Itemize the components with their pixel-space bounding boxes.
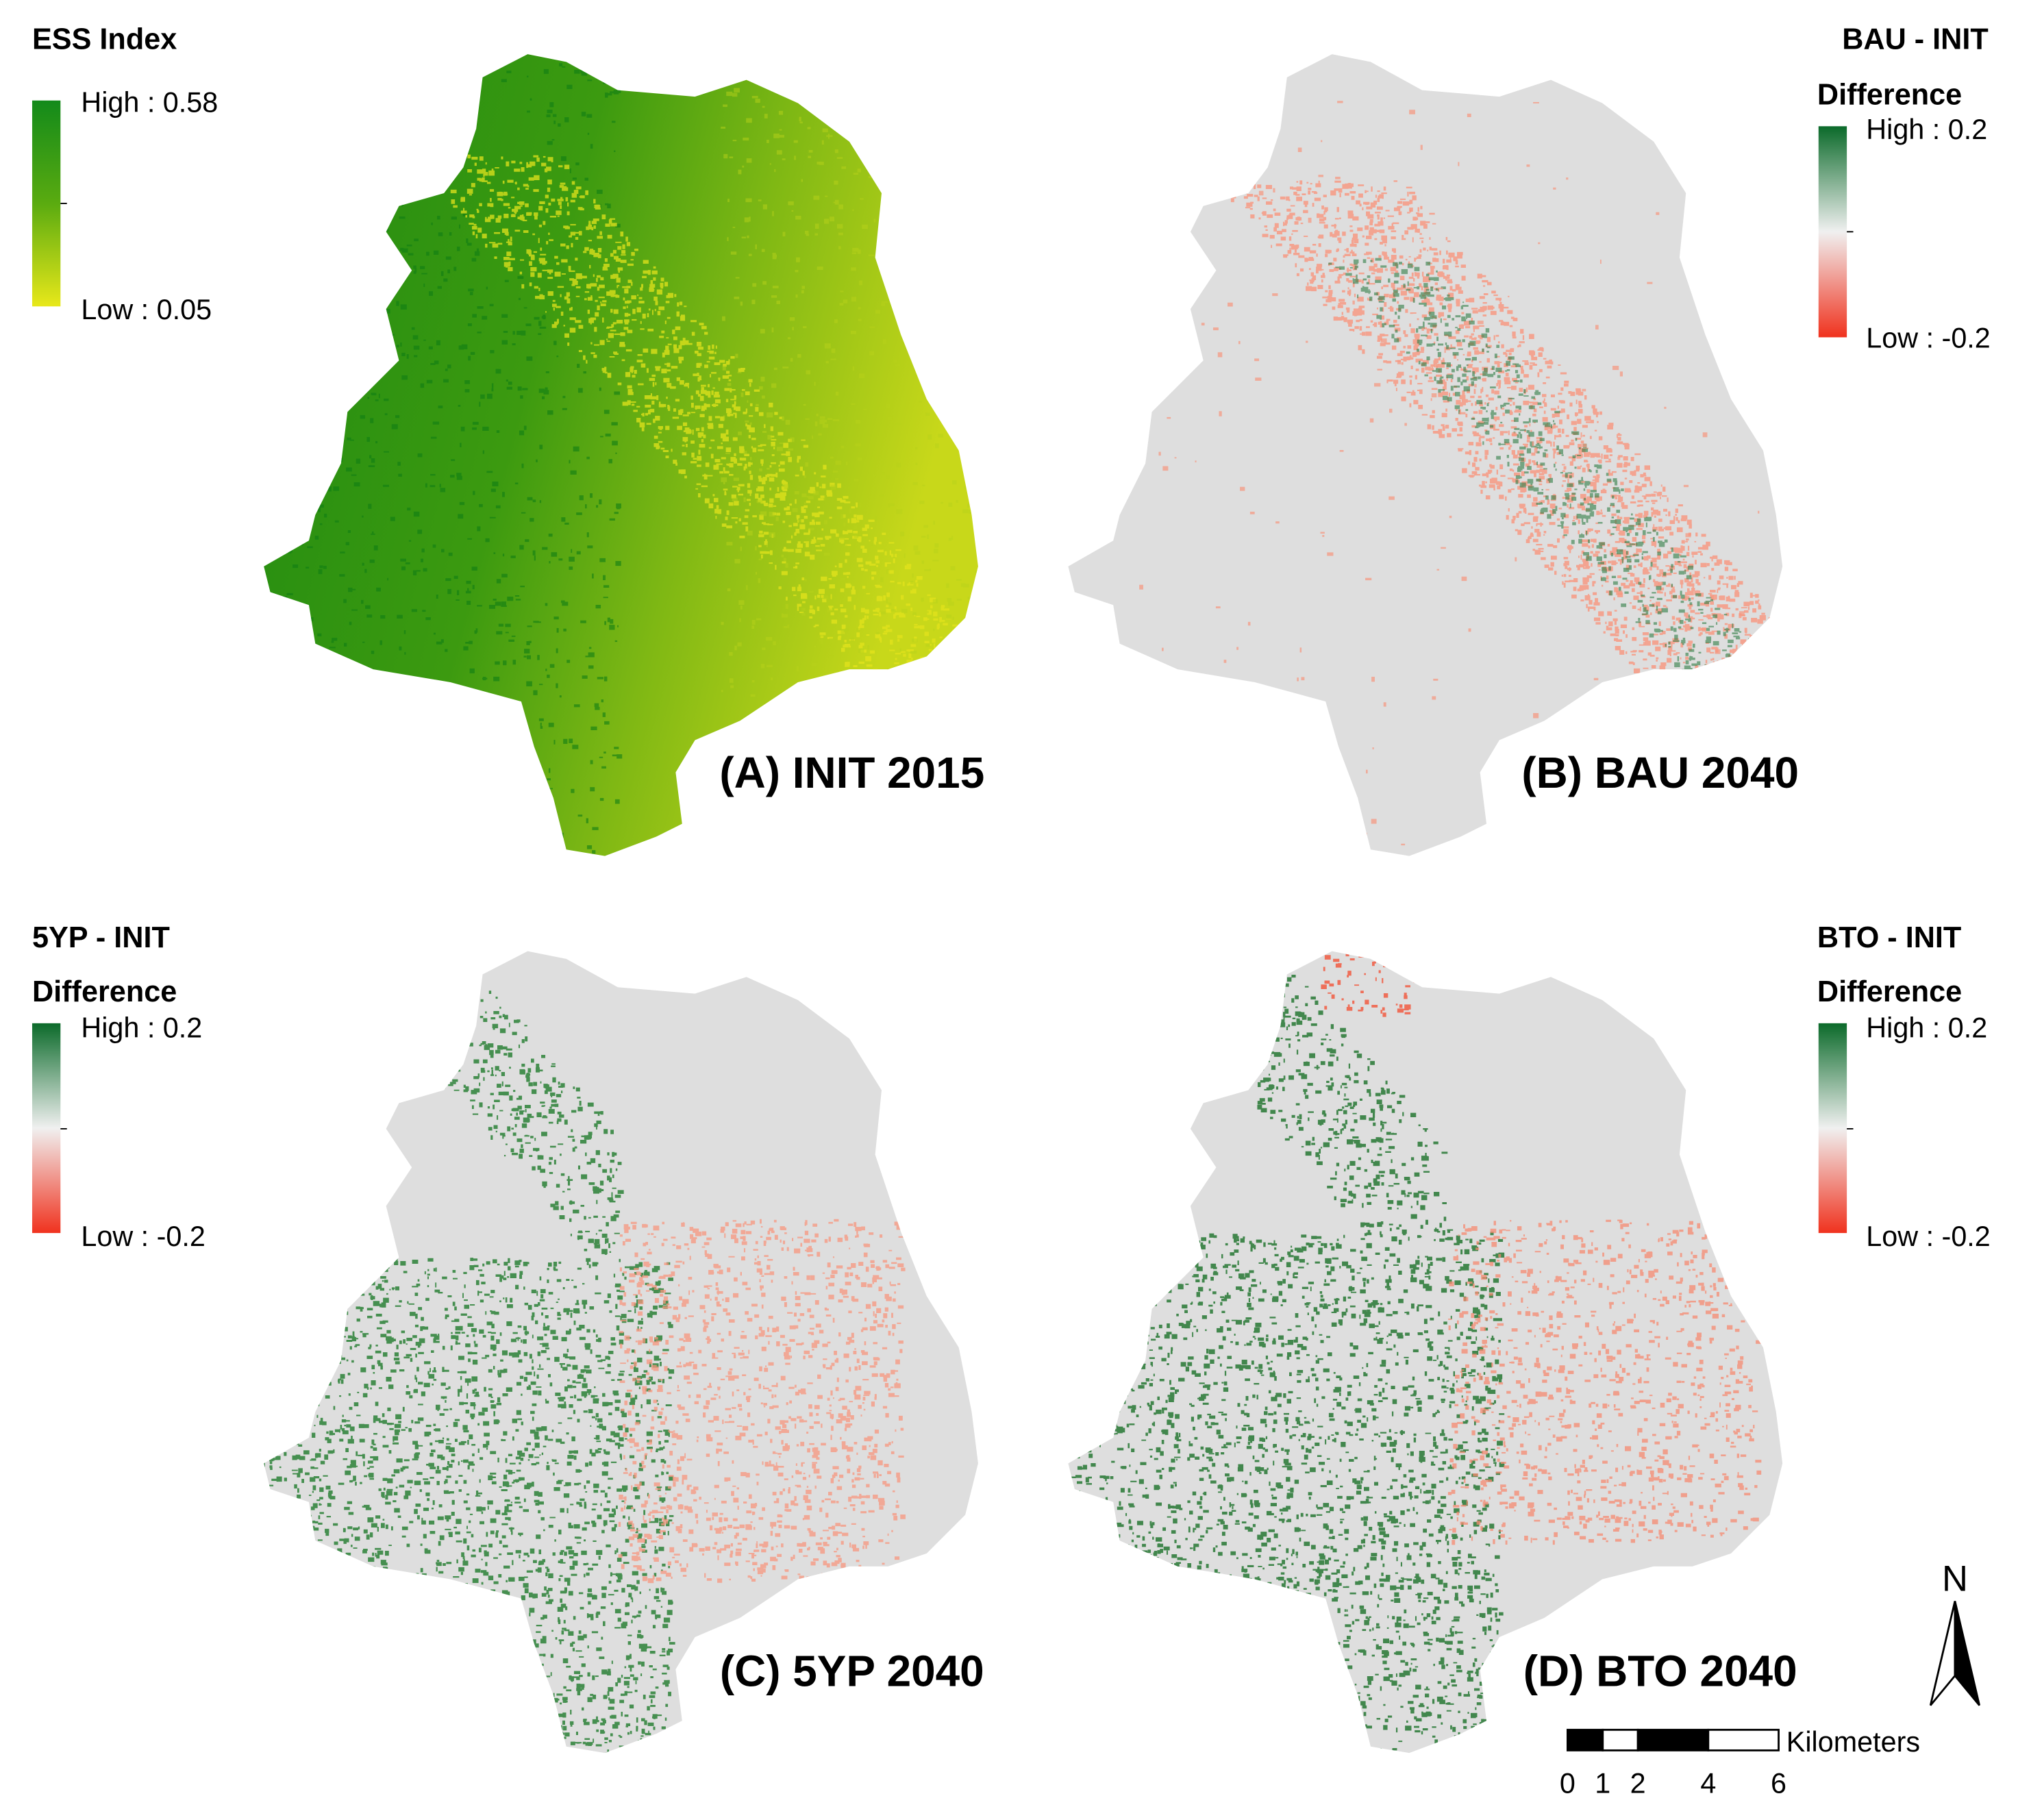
legend-title: BAU - INIT [1842, 23, 1989, 56]
north-arrow [1954, 1601, 1981, 1706]
scale-tick-label: 0 [1560, 1767, 1575, 1799]
scale-tick-label: 4 [1700, 1767, 1716, 1799]
panel-label: (C) 5YP 2040 [720, 1646, 984, 1695]
legend-subtitle: Difference [1817, 78, 1962, 111]
legend-high: High : 0.2 [1866, 1012, 1987, 1044]
legend-low: Low : -0.2 [81, 1221, 205, 1252]
scale-unit: Kilometers [1786, 1726, 1920, 1758]
legend-high: High : 0.2 [1866, 114, 1987, 145]
legend-title: 5YP - INIT [32, 921, 170, 954]
north-label: N [1942, 1558, 1968, 1599]
texture [418, 154, 978, 816]
legend-low: Low : 0.05 [81, 294, 212, 325]
scale-segment [1567, 1728, 1604, 1752]
legend-ramp [1818, 1023, 1847, 1234]
panel-label: (A) INIT 2015 [719, 748, 984, 797]
scale-tick-label: 2 [1630, 1767, 1646, 1799]
texture [1447, 1219, 1762, 1545]
scale-segment [1636, 1728, 1710, 1752]
map-c [264, 951, 978, 1754]
texture [1224, 180, 1783, 839]
legend-title: ESS Index [32, 23, 177, 56]
legend-high: High : 0.58 [81, 87, 218, 119]
legend-subtitle: Difference [32, 975, 177, 1008]
map-d [1068, 951, 1783, 1754]
legend-ramp [1818, 126, 1847, 338]
legend-subtitle: Difference [1817, 975, 1962, 1008]
scale-tick-label: 1 [1595, 1767, 1610, 1799]
scale-tick-label: 6 [1771, 1767, 1786, 1799]
legend-title: BTO - INIT [1817, 921, 1961, 954]
panel-label: (B) BAU 2040 [1521, 748, 1799, 797]
north-arrow [1929, 1601, 1956, 1706]
legend-high: High : 0.2 [81, 1012, 202, 1044]
map-b [1068, 54, 1783, 856]
panel-label: (D) BTO 2040 [1523, 1646, 1797, 1695]
watershed [264, 951, 978, 1754]
legend-ramp [32, 100, 61, 307]
map-a [264, 54, 978, 856]
scale-segment [1707, 1728, 1780, 1752]
texture [618, 1219, 906, 1584]
scale-segment [1602, 1728, 1639, 1752]
legend-low: Low : -0.2 [1866, 1221, 1990, 1252]
watershed [1068, 54, 1783, 856]
legend-ramp [32, 1023, 61, 1234]
legend-low: Low : -0.2 [1866, 322, 1990, 353]
